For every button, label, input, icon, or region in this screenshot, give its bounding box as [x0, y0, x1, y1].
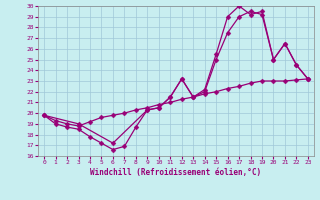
X-axis label: Windchill (Refroidissement éolien,°C): Windchill (Refroidissement éolien,°C) [91, 168, 261, 177]
